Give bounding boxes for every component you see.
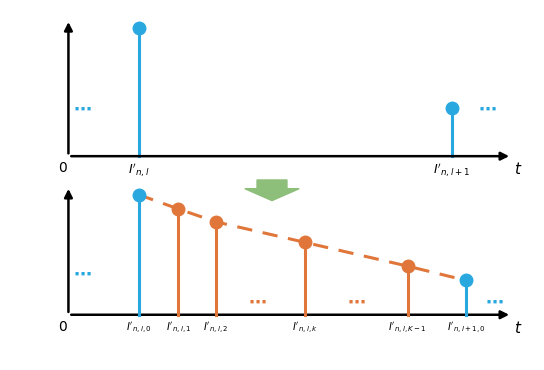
- Text: $I'_{n,l,1}$: $I'_{n,l,1}$: [166, 320, 191, 336]
- Text: $t$: $t$: [514, 320, 523, 336]
- Text: ⋯: ⋯: [73, 101, 91, 119]
- Text: ⋯: ⋯: [478, 101, 496, 119]
- Text: $t$: $t$: [514, 161, 523, 178]
- Text: 0: 0: [58, 161, 67, 175]
- Text: ⋯: ⋯: [347, 294, 365, 312]
- FancyArrow shape: [245, 180, 299, 201]
- Text: $I'_{n,l+1}$: $I'_{n,l+1}$: [434, 161, 471, 179]
- Text: $I'_{n,l}$: $I'_{n,l}$: [128, 161, 150, 179]
- Text: ⋯: ⋯: [485, 294, 503, 312]
- Text: $I'_{n,l,k}$: $I'_{n,l,k}$: [292, 320, 318, 336]
- Text: 0: 0: [58, 320, 67, 334]
- Text: ⋯: ⋯: [73, 265, 91, 283]
- Text: $I'_{n,l,K-1}$: $I'_{n,l,K-1}$: [388, 320, 427, 336]
- Text: $I'_{n,l,0}$: $I'_{n,l,0}$: [126, 320, 151, 336]
- Text: $I'_{n,l+1,0}$: $I'_{n,l+1,0}$: [447, 320, 485, 336]
- Text: ⋯: ⋯: [249, 294, 267, 312]
- Text: $I'_{n,l,2}$: $I'_{n,l,2}$: [203, 320, 228, 336]
